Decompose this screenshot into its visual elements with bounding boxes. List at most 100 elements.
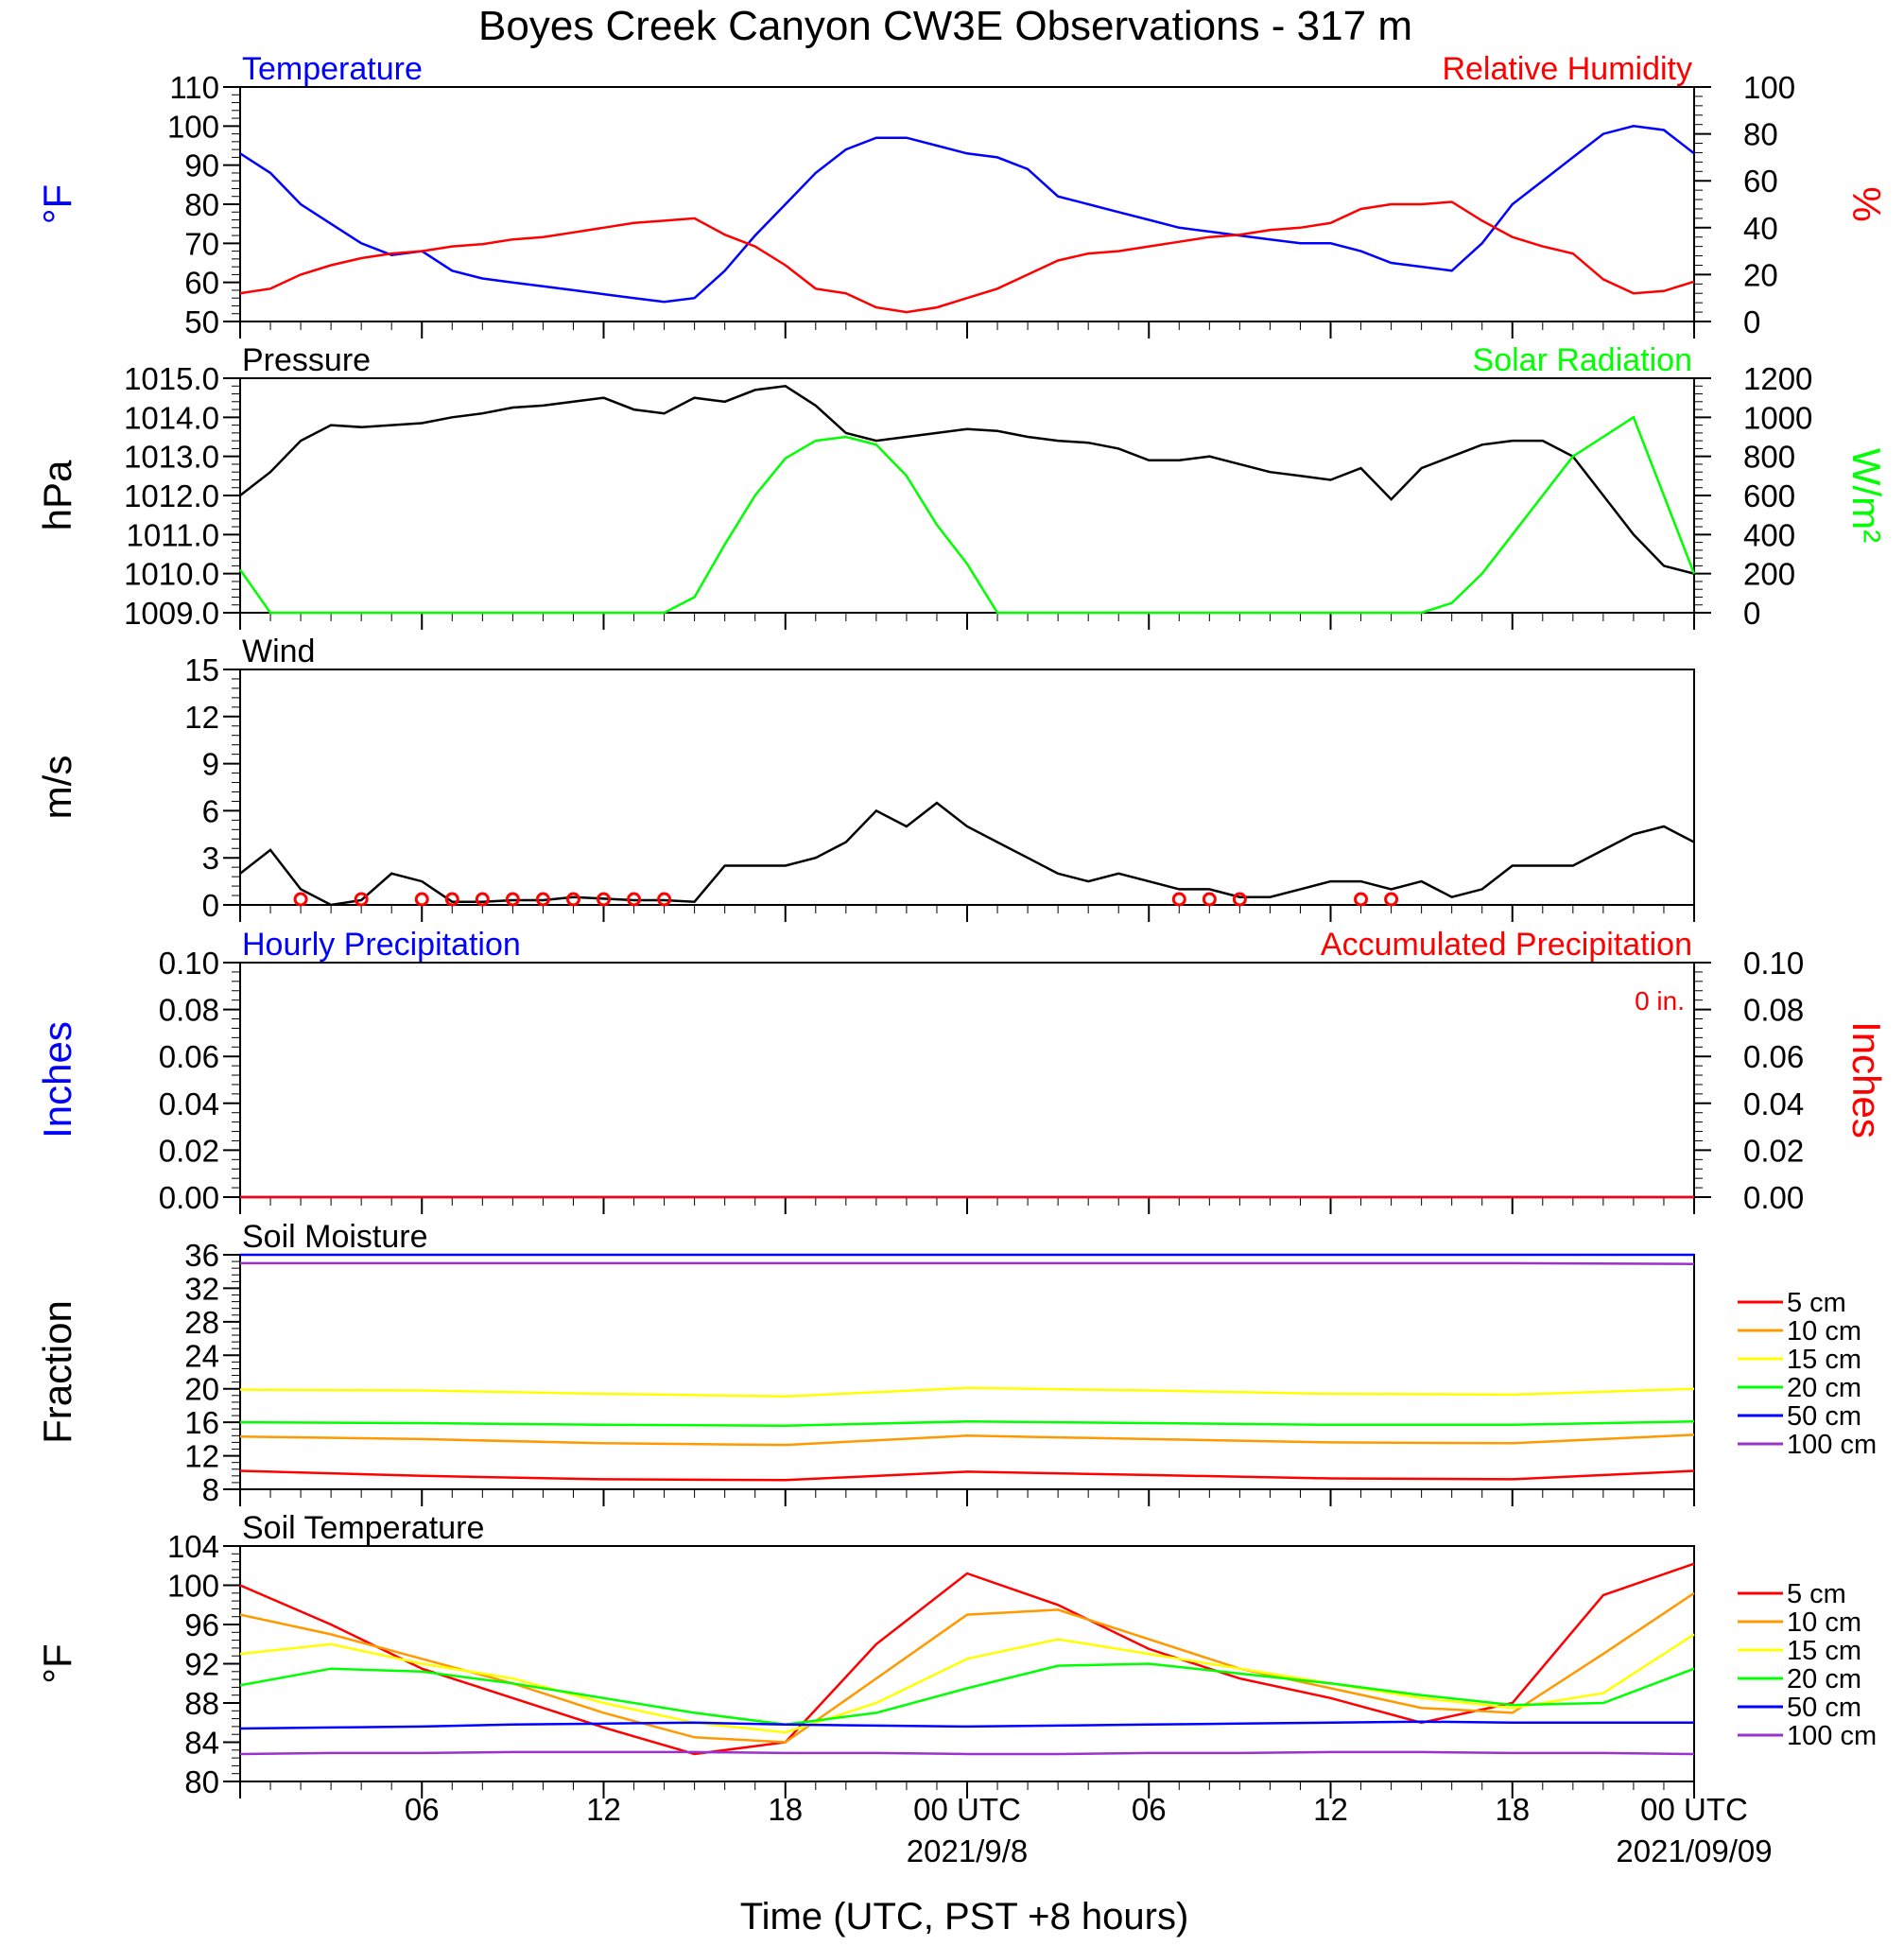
y-right-tick-label: 0: [1743, 304, 1760, 339]
y-tick-label: 0.02: [159, 1133, 219, 1168]
y-tick-label: 84: [184, 1726, 219, 1761]
legend-label: 5 cm: [1787, 1288, 1846, 1318]
legend-label: 15 cm: [1787, 1636, 1861, 1666]
calm-wind-marker: [657, 892, 672, 907]
y-tick-label: 1011.0: [127, 517, 219, 552]
legend-label: 10 cm: [1787, 1316, 1861, 1347]
y-axis-label-left: m/s: [35, 756, 79, 820]
y-right-tick-label: 60: [1743, 164, 1778, 199]
y-axis-label-left: °F: [35, 184, 79, 224]
y-tick-label: 12: [184, 1439, 219, 1474]
legend-label: 15 cm: [1787, 1345, 1861, 1375]
x-tick-label: 00 UTC: [913, 1792, 1021, 1827]
series-line-20-cm: [239, 1420, 1695, 1427]
x-tick-label: 06: [1132, 1792, 1167, 1827]
calm-wind-marker: [535, 892, 550, 907]
plot-frame: [239, 1254, 1695, 1490]
panel-3: 15 12 9 6 3 0 Wind m/s: [35, 634, 1695, 923]
y-tick-label: 104: [167, 1529, 219, 1564]
y-tick-label: 0.06: [159, 1039, 219, 1074]
y-tick-label: 1009.0: [124, 596, 219, 631]
x-tick-label: 18: [1495, 1792, 1530, 1827]
panel-title-left: Wind: [242, 634, 315, 669]
x-tick-label: 12: [586, 1792, 621, 1827]
series-line-100-cm: [239, 1750, 1695, 1756]
series-line-20-cm: [239, 1662, 1695, 1727]
legend-label: 20 cm: [1787, 1373, 1861, 1403]
y-right-tick-label: 0.10: [1743, 946, 1804, 981]
series-line-left-0: [239, 125, 1695, 304]
y-tick-label: 1015.0: [124, 361, 219, 396]
y-tick-label: 24: [184, 1338, 219, 1373]
y-right-tick-label: 0.04: [1743, 1086, 1804, 1121]
panel-title-left: Soil Temperature: [242, 1510, 484, 1546]
legend-label: 50 cm: [1787, 1401, 1861, 1432]
y-right-tick-label: 200: [1743, 557, 1795, 592]
x-tick-label: 18: [768, 1792, 803, 1827]
y-tick-label: 1012.0: [124, 478, 219, 513]
y-tick-label: 92: [184, 1647, 219, 1682]
calm-wind-marker: [565, 892, 580, 907]
series-line-5-cm: [239, 1562, 1695, 1756]
y-tick-label: 36: [184, 1238, 219, 1273]
y-right-tick-label: 400: [1743, 517, 1795, 552]
calm-wind-marker: [597, 892, 611, 907]
y-tick-label: 96: [184, 1607, 219, 1642]
calm-wind-marker: [1354, 892, 1369, 907]
plot-frame: [239, 1545, 1695, 1782]
y-tick-label: 9: [202, 747, 219, 782]
x-axis: 06 12 18 00 UTC 06 12 18 00 UTC 2021/9/8 2021/09/…: [405, 1792, 1773, 1868]
plot-frame: [239, 962, 1695, 1198]
calm-wind-marker: [505, 892, 520, 907]
legend-label: 100 cm: [1787, 1430, 1877, 1460]
x-tick-label: 00 UTC: [1640, 1792, 1748, 1827]
y-axis-label-left: hPa: [35, 460, 79, 530]
y-right-tick-label: 0: [1743, 596, 1760, 631]
y-tick-label: 1014.0: [124, 400, 219, 435]
calm-wind-marker: [1384, 892, 1399, 907]
y-tick-label: 88: [184, 1686, 219, 1721]
y-tick-label: 15: [184, 652, 219, 687]
plot-frame: [239, 669, 1695, 906]
panel-title-left: Pressure: [242, 342, 371, 378]
y-right-tick-label: 100: [1743, 70, 1795, 105]
y-axis-label-right: W/m²: [1844, 448, 1889, 543]
legend-label: 10 cm: [1787, 1607, 1861, 1638]
y-tick-label: 28: [184, 1305, 219, 1340]
y-tick-label: 0.00: [159, 1180, 219, 1215]
calm-wind-marker: [1232, 892, 1247, 907]
series-line-left-0: [239, 801, 1695, 907]
series-line-10-cm: [239, 1433, 1695, 1447]
y-right-tick-label: 0.06: [1743, 1039, 1804, 1074]
legend-label: 50 cm: [1787, 1693, 1861, 1723]
panel-4: 0.10 0.08 0.06 0.04 0.02 0.00 0.10 0.08 0.06 0.04…: [35, 927, 1889, 1215]
y-tick-label: 70: [184, 226, 219, 261]
y-axis-label-right: %: [1844, 186, 1889, 221]
y-tick-label: 100: [167, 109, 219, 144]
y-right-tick-label: 40: [1743, 211, 1778, 246]
y-axis-label-left: Inches: [35, 1021, 79, 1138]
panel-title-left: Hourly Precipitation: [242, 927, 521, 963]
y-right-tick-label: 800: [1743, 440, 1795, 475]
y-tick-label: 16: [184, 1405, 219, 1440]
y-tick-label: 3: [202, 841, 219, 876]
series-line-50-cm: [239, 1720, 1694, 1730]
calm-wind-marker: [1171, 892, 1186, 907]
legend-label: 100 cm: [1787, 1721, 1877, 1751]
y-axis-label-left: Fraction: [35, 1300, 79, 1444]
y-right-tick-label: 1200: [1743, 361, 1812, 396]
y-tick-label: 50: [184, 304, 219, 339]
plot-frame: [239, 86, 1695, 322]
y-tick-label: 0.10: [159, 946, 219, 981]
y-tick-label: 1013.0: [124, 440, 219, 475]
panel-title-right: Relative Humidity: [1442, 51, 1692, 87]
series-line-15-cm: [239, 1633, 1695, 1734]
y-tick-label: 90: [184, 148, 219, 183]
calm-wind-marker: [293, 892, 308, 907]
series-line-100-cm: [240, 1261, 1695, 1265]
y-right-tick-label: 0.02: [1743, 1133, 1804, 1168]
